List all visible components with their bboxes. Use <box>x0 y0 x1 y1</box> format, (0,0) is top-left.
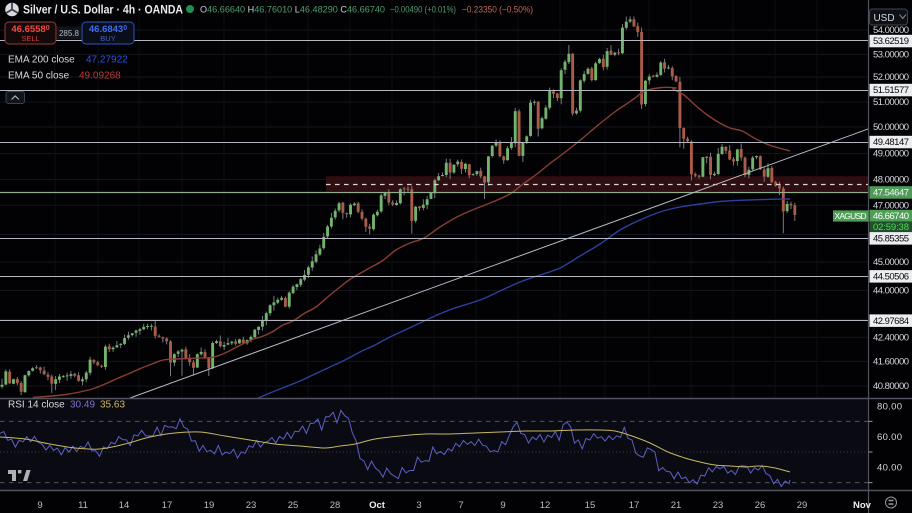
svg-text:40.00: 40.00 <box>877 463 902 474</box>
svg-text:25: 25 <box>288 500 299 511</box>
svg-text:−0.00490 (+0.01%): −0.00490 (+0.01%) <box>390 5 456 16</box>
svg-text:47.00000: 47.00000 <box>873 201 909 212</box>
svg-text:60.00: 60.00 <box>877 432 902 443</box>
svg-text:49.48147: 49.48147 <box>873 137 909 148</box>
svg-text:BUY: BUY <box>100 34 115 43</box>
svg-text:Silver / U.S. Dollar · 4h · OA: Silver / U.S. Dollar · 4h · OANDA <box>23 3 183 17</box>
svg-text:O46.66640 H46.76010 L46.48290: O46.66640 H46.76010 L46.48290 C46.66740 <box>200 5 385 16</box>
svg-text:30.49: 30.49 <box>70 400 95 411</box>
svg-text:80.00: 80.00 <box>877 401 902 412</box>
svg-text:RSI 14 close: RSI 14 close <box>8 400 65 411</box>
svg-text:11: 11 <box>78 500 88 511</box>
svg-text:Oct: Oct <box>369 500 386 511</box>
svg-text:46.68430: 46.68430 <box>89 24 127 35</box>
svg-text:EMA 200 close: EMA 200 close <box>8 55 75 66</box>
svg-text:−0.23350 (−0.50%): −0.23350 (−0.50%) <box>462 5 533 16</box>
svg-text:51.51577: 51.51577 <box>873 85 909 96</box>
svg-text:Nov: Nov <box>853 500 872 511</box>
svg-text:35.63: 35.63 <box>100 400 125 411</box>
svg-text:7: 7 <box>458 500 463 511</box>
svg-text:12: 12 <box>540 500 551 511</box>
svg-text:19: 19 <box>204 500 215 511</box>
svg-text:48.00000: 48.00000 <box>873 175 909 186</box>
svg-text:17: 17 <box>629 500 640 511</box>
svg-text:21: 21 <box>671 500 682 511</box>
svg-text:17: 17 <box>162 500 173 511</box>
svg-text:USD: USD <box>873 13 894 24</box>
svg-text:53.00000: 53.00000 <box>873 50 909 61</box>
svg-text:29: 29 <box>797 500 808 511</box>
svg-text:49.09268: 49.09268 <box>79 71 121 82</box>
svg-text:40.80000: 40.80000 <box>873 381 909 392</box>
svg-text:47.54647: 47.54647 <box>873 188 909 199</box>
svg-text:42.40000: 42.40000 <box>873 333 909 344</box>
svg-text:15: 15 <box>585 500 596 511</box>
svg-text:45.85355: 45.85355 <box>873 234 909 245</box>
svg-text:54.00000: 54.00000 <box>873 25 909 36</box>
svg-text:46.66740: 46.66740 <box>873 211 909 222</box>
svg-text:285.8: 285.8 <box>59 29 80 38</box>
svg-text:28: 28 <box>330 500 341 511</box>
svg-text:23: 23 <box>246 500 257 511</box>
svg-text:49.00000: 49.00000 <box>873 149 909 160</box>
svg-text:EMA 50 close: EMA 50 close <box>8 71 70 82</box>
svg-text:XAGUSD: XAGUSD <box>835 211 867 221</box>
svg-text:SELL: SELL <box>21 34 39 43</box>
svg-text:41.60000: 41.60000 <box>873 357 909 368</box>
svg-text:9: 9 <box>500 500 505 511</box>
svg-text:42.97684: 42.97684 <box>873 316 909 327</box>
svg-text:52.00000: 52.00000 <box>873 72 909 83</box>
svg-text:46.65580: 46.65580 <box>11 24 49 35</box>
svg-text:44.00000: 44.00000 <box>873 286 909 297</box>
svg-text:51.00000: 51.00000 <box>873 97 909 108</box>
svg-text:45.00000: 45.00000 <box>873 257 909 268</box>
svg-text:47.27922: 47.27922 <box>86 55 128 66</box>
svg-text:53.62519: 53.62519 <box>873 36 909 47</box>
svg-text:44.50506: 44.50506 <box>873 272 909 283</box>
svg-text:14: 14 <box>119 500 130 511</box>
svg-text:02:59:38: 02:59:38 <box>873 222 909 233</box>
svg-text:9: 9 <box>37 500 42 511</box>
svg-text:3: 3 <box>416 500 421 511</box>
svg-text:26: 26 <box>755 500 766 511</box>
svg-text:23: 23 <box>713 500 724 511</box>
svg-text:50.00000: 50.00000 <box>873 122 909 133</box>
